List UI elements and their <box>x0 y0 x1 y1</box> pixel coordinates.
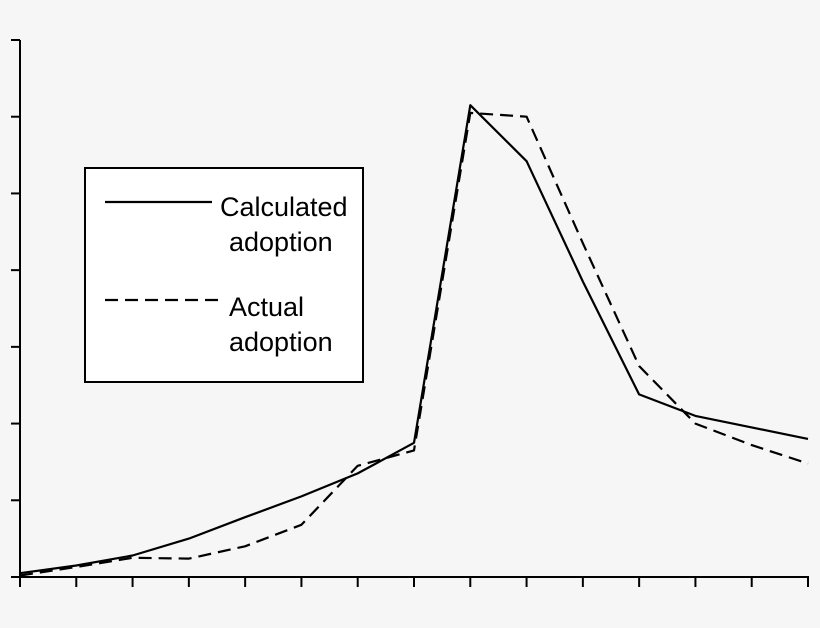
legend-label-actual-line1: Actual <box>229 292 304 322</box>
series-line-actual <box>19 111 809 577</box>
axis-ticks <box>11 39 809 587</box>
legend: Calculated adoption Actual adoption <box>84 167 364 383</box>
legend-box <box>84 167 364 383</box>
legend-label-calculated-line2: adoption <box>229 227 333 257</box>
series-line-calculated <box>19 104 809 575</box>
legend-label-calculated-line1: Calculated <box>220 192 348 222</box>
series-layer <box>19 104 809 577</box>
legend-label-actual-line2: adoption <box>229 327 333 357</box>
